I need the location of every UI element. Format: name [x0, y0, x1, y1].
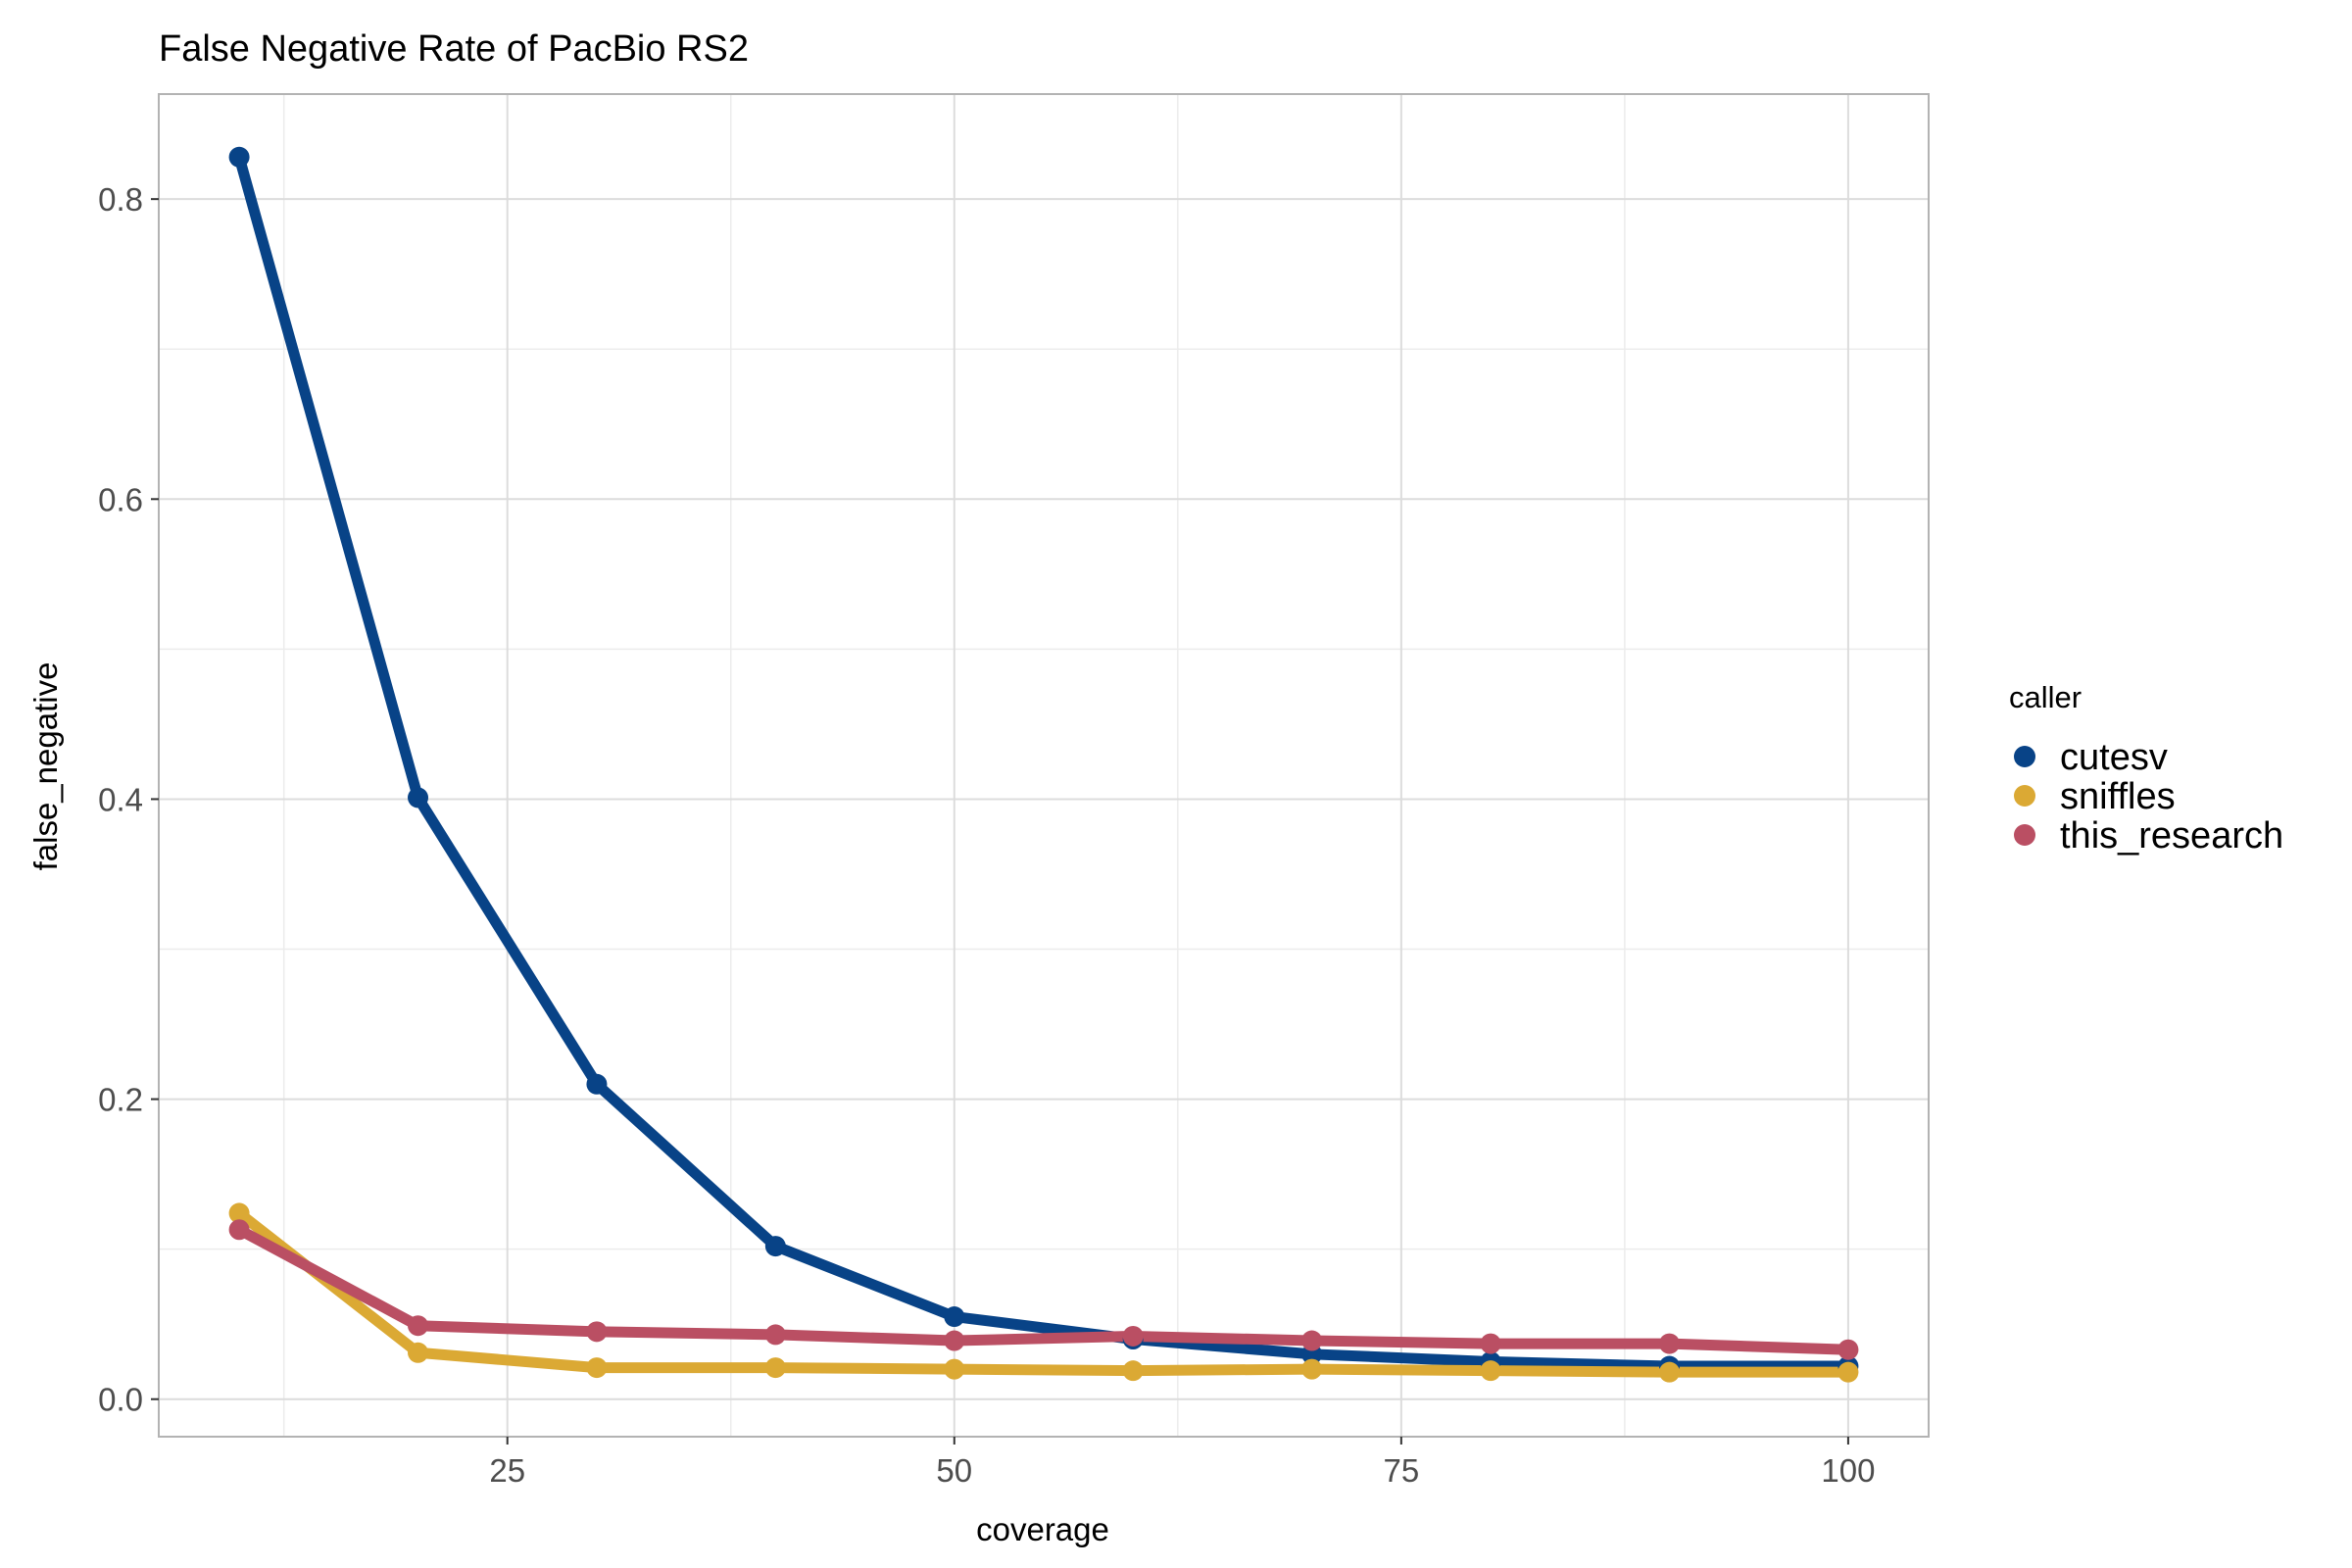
data-point-sniffles-2	[586, 1357, 608, 1379]
data-point-this_research-1	[408, 1315, 429, 1337]
minor-grid	[159, 94, 1929, 1437]
x-tick-label-1: 50	[936, 1452, 972, 1489]
y-axis-title: false_negative	[27, 662, 64, 871]
chart-title: False Negative Rate of PacBio RS2	[159, 28, 749, 70]
x-axis-ticks: 25 50 75 100	[489, 1437, 1875, 1489]
x-tick-label-0: 25	[489, 1452, 525, 1489]
y-tick-label-3: 0.6	[98, 481, 143, 517]
series-lines	[233, 151, 1854, 1378]
data-point-sniffles-5	[1122, 1360, 1144, 1382]
legend-title: caller	[2009, 680, 2082, 714]
legend-label-cutesv: cutesv	[2060, 737, 2168, 778]
data-point-cutesv-3	[764, 1236, 786, 1257]
major-grid	[159, 94, 1929, 1437]
data-point-this_research-9	[1838, 1339, 1859, 1360]
data-point-this_research-4	[944, 1330, 965, 1351]
data-point-this_research-5	[1122, 1325, 1144, 1347]
data-point-this_research-6	[1301, 1330, 1323, 1351]
data-point-sniffles-0	[228, 1202, 250, 1224]
data-point-cutesv-4	[944, 1306, 965, 1328]
data-point-cutesv-2	[586, 1073, 608, 1095]
data-point-this_research-7	[1480, 1333, 1501, 1354]
data-point-sniffles-6	[1301, 1358, 1323, 1380]
data-point-sniffles-9	[1838, 1361, 1859, 1383]
x-axis-title: coverage	[976, 1511, 1109, 1547]
data-point-this_research-8	[1658, 1333, 1680, 1354]
data-point-this_research-0	[228, 1219, 250, 1241]
y-tick-label-1: 0.2	[98, 1082, 143, 1118]
data-point-sniffles-4	[944, 1358, 965, 1380]
legend-key-this_research	[2014, 824, 2035, 846]
legend-key-cutesv	[2014, 746, 2035, 767]
x-tick-label-3: 100	[1821, 1452, 1875, 1489]
y-axis-ticks: 0.0 0.2 0.4 0.6 0.8	[98, 181, 159, 1418]
y-tick-label-4: 0.8	[98, 181, 143, 218]
y-tick-label-0: 0.0	[98, 1382, 143, 1418]
data-point-sniffles-7	[1480, 1360, 1501, 1382]
data-point-sniffles-8	[1658, 1361, 1680, 1383]
series-line-this_research	[233, 1224, 1854, 1355]
data-point-sniffles-3	[764, 1357, 786, 1379]
data-point-this_research-3	[764, 1324, 786, 1346]
legend-label-sniffles: sniffles	[2060, 776, 2176, 817]
y-tick-label-2: 0.4	[98, 781, 143, 817]
series-line-sniffles	[233, 1207, 1854, 1378]
series-points	[228, 146, 1859, 1383]
legend-key-sniffles	[2014, 785, 2035, 807]
data-point-cutesv-1	[408, 787, 429, 808]
data-point-sniffles-1	[408, 1342, 429, 1363]
legend-label-this_research: this_research	[2060, 815, 2283, 857]
x-tick-label-2: 75	[1383, 1452, 1419, 1489]
data-point-cutesv-0	[228, 146, 250, 168]
plot-panel-border	[158, 93, 1930, 1438]
data-point-this_research-2	[586, 1321, 608, 1343]
series-line-cutesv	[233, 151, 1854, 1372]
